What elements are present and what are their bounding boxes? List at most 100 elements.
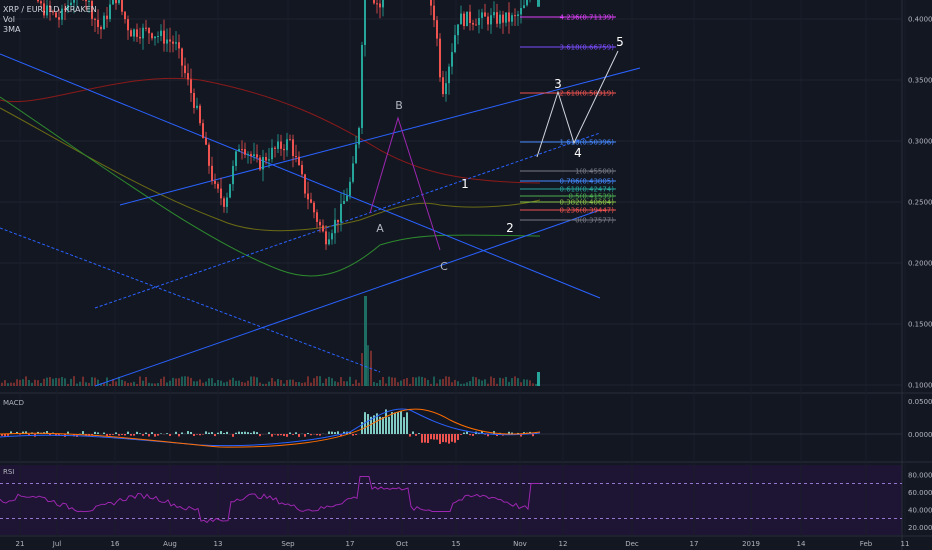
volume-bar xyxy=(10,382,12,386)
candle-body xyxy=(169,39,171,42)
candle-body xyxy=(163,30,165,44)
volume-bar xyxy=(115,381,117,386)
macd-histogram-bar xyxy=(481,431,483,434)
fib-level-label: 2.618(0.58319) xyxy=(560,90,615,98)
macd-histogram-bar xyxy=(307,432,309,434)
volume-bar xyxy=(508,381,510,386)
rsi-label[interactable]: RSI xyxy=(3,468,14,476)
volume-bar xyxy=(193,381,195,386)
candle-body xyxy=(202,123,204,139)
candle-body xyxy=(271,147,273,160)
macd-histogram-bar xyxy=(418,433,420,434)
volume-bar xyxy=(475,377,477,386)
volume-bar xyxy=(403,379,405,386)
volume-bar xyxy=(127,383,129,386)
macd-label[interactable]: MACD xyxy=(3,399,24,407)
macd-histogram-bar xyxy=(394,412,396,434)
volume-bar xyxy=(466,382,468,386)
macd-histogram-bar xyxy=(136,431,138,434)
candle-body xyxy=(295,156,297,158)
volume-bar xyxy=(397,382,399,386)
time-tick-label: Sep xyxy=(281,540,295,548)
macd-histogram-bar xyxy=(520,434,522,437)
volume-bar xyxy=(43,378,45,386)
volume-bar xyxy=(253,376,255,386)
macd-histogram-bar xyxy=(442,434,444,443)
volume-bar xyxy=(286,380,288,386)
candle-body xyxy=(454,35,456,53)
chart-legend: XRP / EUR, 1D, KRAKEN Vol 3MA xyxy=(3,5,97,35)
ma-line-red xyxy=(0,77,541,184)
macd-histogram-bar xyxy=(238,431,240,434)
candle-body xyxy=(478,18,480,25)
volume-bar xyxy=(537,372,540,386)
volume-bar xyxy=(145,377,147,386)
fib-level-label: 0.236(0.39447) xyxy=(560,207,615,215)
macd-histogram-bar xyxy=(340,434,342,437)
time-tick-label: 2019 xyxy=(742,540,760,548)
volume-bar xyxy=(334,381,336,386)
candle-body xyxy=(537,0,540,7)
volume-bar xyxy=(532,383,534,386)
candle-body xyxy=(226,197,228,207)
candle-body xyxy=(142,27,144,39)
ma-label[interactable]: 3MA xyxy=(3,25,21,34)
volume-bar xyxy=(415,377,417,386)
volume-bar xyxy=(418,376,420,386)
macd-histogram-bar xyxy=(328,431,330,434)
volume-bar xyxy=(283,383,285,386)
macd-histogram-bar xyxy=(259,434,261,437)
macd-histogram-bar xyxy=(223,433,225,434)
volume-bar xyxy=(61,377,63,386)
candle-body xyxy=(247,154,249,156)
volume-bar xyxy=(355,379,357,386)
macd-histogram-bar xyxy=(331,431,333,434)
macd-line xyxy=(0,408,541,447)
candle-body xyxy=(67,5,69,10)
macd-histogram-bar xyxy=(235,432,237,434)
trendline-mid-dashed xyxy=(94,132,601,309)
time-tick-label: Jul xyxy=(52,540,62,548)
fib-level-label: 1(0.45500) xyxy=(575,168,614,176)
trendline-ascending xyxy=(94,209,601,387)
macd-histogram-bar xyxy=(112,434,114,435)
macd-histogram-bar xyxy=(214,434,216,437)
candle-body xyxy=(274,147,276,149)
volume-bar xyxy=(22,379,24,386)
macd-histogram-bar xyxy=(196,434,198,435)
candle-body xyxy=(514,15,516,17)
volume-bar xyxy=(382,376,384,386)
candle-body xyxy=(223,198,225,207)
volume-bar xyxy=(196,381,198,386)
macd-histogram-bar xyxy=(130,434,132,436)
volume-bar xyxy=(250,376,252,386)
fib-level-label: 0(0.37577) xyxy=(575,217,614,225)
candle-body xyxy=(298,156,300,165)
candle-body xyxy=(250,154,252,157)
macd-histogram-bar xyxy=(148,434,150,437)
candle-body xyxy=(43,3,45,16)
candle-body xyxy=(505,12,507,23)
macd-histogram-bar xyxy=(160,433,162,434)
volume-bar xyxy=(385,383,387,386)
volume-bar xyxy=(424,377,426,386)
time-tick-label: Dec xyxy=(625,540,639,548)
macd-histogram-bar xyxy=(448,434,450,444)
candlesticks xyxy=(37,0,540,250)
candle-body xyxy=(346,195,348,201)
candle-body xyxy=(106,15,108,20)
macd-histogram-bar xyxy=(268,432,270,434)
macd-histogram-bar xyxy=(373,415,375,434)
macd-histogram-bar xyxy=(469,434,471,436)
time-tick-label: 16 xyxy=(111,540,120,548)
volume-bar xyxy=(364,296,367,386)
macd-histogram-bar xyxy=(103,432,105,434)
symbol-label[interactable]: XRP / EUR, 1D, KRAKEN xyxy=(3,5,97,14)
volume-bar xyxy=(70,378,72,386)
volume-label[interactable]: Vol xyxy=(3,15,15,24)
macd-histogram-bar xyxy=(532,434,534,437)
